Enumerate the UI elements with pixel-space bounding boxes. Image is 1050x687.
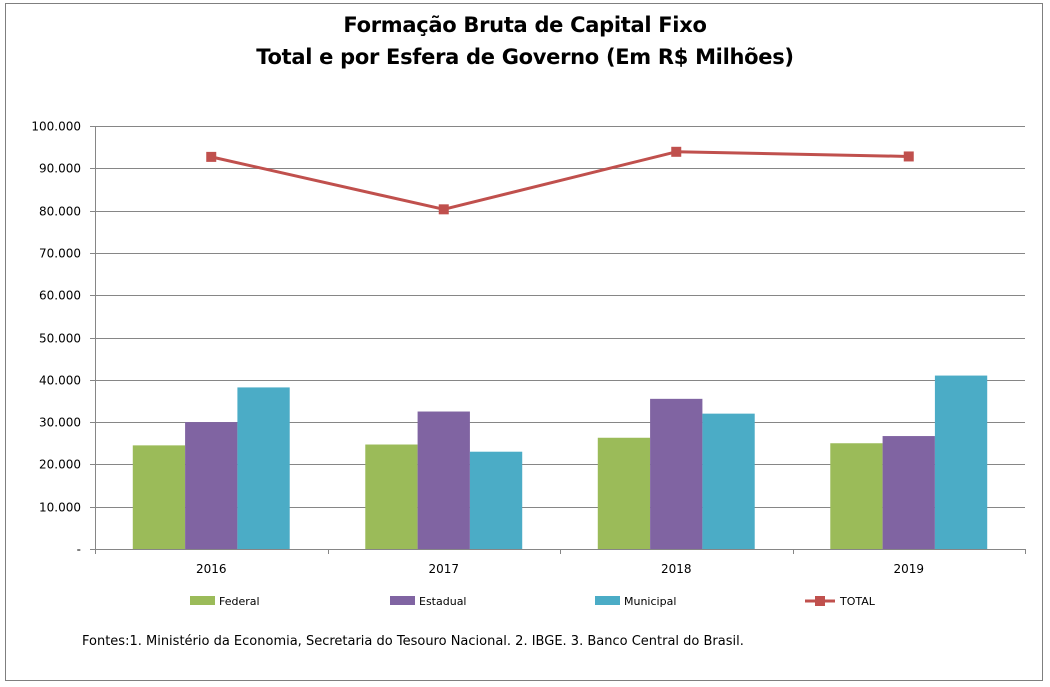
x-axis-tick-labels: 2016 2017 2018 2019	[196, 562, 924, 576]
total-line	[206, 146, 914, 215]
bars	[132, 375, 988, 549]
y-tick-label: 10.000	[39, 501, 81, 515]
point-total-2018	[671, 146, 682, 157]
x-tick-label: 2016	[196, 562, 227, 576]
legend-marker-total	[815, 596, 825, 606]
legend-label-federal: Federal	[219, 595, 260, 608]
y-tick-label: 60.000	[39, 289, 81, 303]
bar-estadual-2016	[185, 422, 238, 549]
point-total-2019	[903, 151, 914, 162]
axes	[95, 126, 1026, 554]
bar-municipal-2016	[237, 387, 290, 549]
x-tick-label: 2019	[893, 562, 924, 576]
y-tick-label: 30.000	[39, 416, 81, 430]
chart-subtitle: Total e por Esfera de Governo (Em R$ Mil…	[256, 45, 794, 69]
legend-label-total: TOTAL	[839, 595, 876, 608]
legend-swatch-federal	[190, 596, 215, 605]
legend-swatch-estadual	[390, 596, 415, 605]
y-tick-label: 70.000	[39, 247, 81, 261]
point-total-2016	[206, 151, 217, 162]
legend-label-estadual: Estadual	[419, 595, 467, 608]
legend: Federal Estadual Municipal TOTAL	[190, 595, 876, 608]
bar-federal-2016	[132, 445, 186, 549]
bar-estadual-2018	[650, 398, 703, 549]
y-tick-label: 80.000	[39, 205, 81, 219]
y-tick-label: 50.000	[39, 332, 81, 346]
y-tick-label: 20.000	[39, 458, 81, 472]
legend-swatch-municipal	[595, 596, 620, 605]
bar-estadual-2019	[882, 436, 935, 549]
bar-federal-2017	[365, 444, 418, 549]
chart-title: Formação Bruta de Capital Fixo	[343, 13, 707, 37]
y-tick-label: 100.000	[31, 120, 81, 134]
bar-federal-2018	[597, 437, 651, 549]
point-total-2017	[438, 204, 449, 215]
y-tick-label: -	[77, 543, 81, 557]
legend-label-municipal: Municipal	[624, 595, 676, 608]
y-tick-label: 40.000	[39, 374, 81, 388]
bar-municipal-2019	[934, 375, 988, 549]
bar-municipal-2017	[469, 451, 523, 549]
x-tick-label: 2018	[661, 562, 692, 576]
line-total	[210, 150, 909, 211]
x-tick-label: 2017	[428, 562, 459, 576]
bar-municipal-2018	[702, 413, 755, 549]
y-tick-label: 90.000	[39, 162, 81, 176]
y-axis-tick-labels: - 10.000 20.000 30.000 40.000 50.000 60.000 70.…	[31, 120, 81, 557]
bar-estadual-2017	[417, 411, 470, 549]
bar-federal-2019	[830, 443, 883, 549]
chart-frame	[5, 3, 1043, 681]
source-note: Fontes:1. Ministério da Economia, Secret…	[82, 634, 744, 649]
